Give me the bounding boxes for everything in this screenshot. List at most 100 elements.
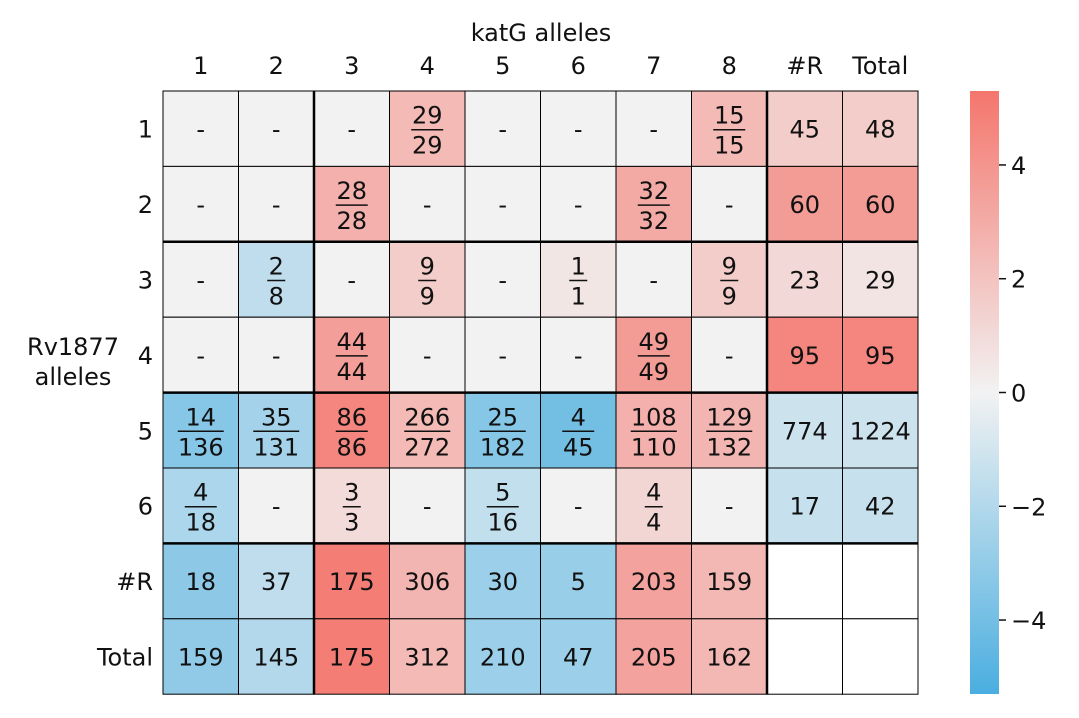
heatmap-cell [162,316,239,394]
fraction-numerator: 4 [571,403,586,431]
fraction-numerator: 2 [269,253,284,281]
fraction-denominator: 86 [336,433,367,461]
cell-value-label: - [574,342,583,370]
cell-value-label: - [423,342,432,370]
cell-value-label: 210 [480,644,526,672]
heatmap-cell [615,618,692,695]
fraction-numerator: 4 [193,479,208,507]
fraction-numerator: 129 [706,403,752,431]
column-label: 3 [344,52,359,80]
fraction-denominator: 28 [336,207,367,235]
colorbar-tick-label: 0 [1011,380,1026,408]
heatmap-cell [162,90,239,167]
heatmap-cell [842,241,919,318]
fraction-denominator: 16 [487,509,518,537]
cell-value-label: 203 [631,568,677,596]
heatmap-cell [766,392,843,469]
heatmap-cell [615,542,692,620]
column-label: #R [786,52,823,80]
heatmap-cell [540,467,617,544]
colorbar-tick-label: −4 [1011,607,1046,635]
heatmap-cell [766,542,843,620]
heatmap-cell [766,316,843,394]
y-axis-title: Rv1877 alleles [27,333,119,391]
heatmap-cell [389,90,466,167]
fraction-denominator: 272 [404,433,450,461]
cell-value-label: 175 [329,568,375,596]
fraction-numerator: 49 [638,328,669,356]
heatmap-cell [238,90,315,167]
heatmap-cell [691,392,768,469]
row-label: 2 [138,191,153,219]
column-label: 2 [269,52,284,80]
fraction-label: 99 [418,253,437,311]
cell-value-label: - [498,191,507,219]
cell-value-label: 47 [563,644,594,672]
heatmap-cell [162,542,239,620]
heatmap-cell [766,165,843,243]
row-label: 5 [138,417,153,445]
cell-value-label: 159 [178,644,224,672]
fraction-numerator: 86 [336,403,367,431]
cell-value-label: 175 [329,644,375,672]
heatmap-cell [842,90,919,167]
heatmap-cell [842,316,919,394]
cell-value-label: 205 [631,644,677,672]
heatmap-cell [389,542,466,620]
cell-value-label: 306 [404,568,450,596]
cell-value-label: - [196,342,205,370]
heatmap-cell [464,316,541,394]
cell-value-label: 23 [789,267,820,295]
heatmap-cell [842,542,919,620]
cell-value-label: 774 [782,417,828,445]
fraction-denominator: 45 [563,433,594,461]
fraction-denominator: 15 [714,132,745,160]
cell-value-label: 29 [865,267,896,295]
cell-value-label: - [574,191,583,219]
column-label: 8 [722,52,737,80]
cell-value-label: 5 [571,568,586,596]
cell-value-label: 145 [253,644,299,672]
cell-value-label: - [725,493,734,521]
heatmap-cell [691,241,768,318]
fraction-numerator: 5 [495,479,510,507]
fraction-denominator: 32 [638,207,669,235]
heatmap-cell [238,165,315,243]
heatmap-cell [464,90,541,167]
fraction-label: 28 [267,253,286,311]
fraction-numerator: 28 [336,177,367,205]
fraction-denominator: 18 [185,509,216,537]
cell-value-label: 95 [865,342,896,370]
cell-value-label: 60 [789,191,820,219]
heatmap-cell [615,241,692,318]
column-tick-labels: 1 2 3 4 5 6 7 8 #R Total [193,52,908,80]
column-label: 7 [646,52,661,80]
cell-value-label: - [347,116,356,144]
cell-value-label: 37 [261,568,292,596]
cell-value-label: - [574,116,583,144]
column-label: 1 [193,52,208,80]
cell-value-label: - [725,342,734,370]
cell-value-label: - [498,267,507,295]
fraction-denominator: 1 [571,283,586,311]
cell-value-label: - [196,116,205,144]
cell-value-label: - [649,116,658,144]
heatmap-cell [389,165,466,243]
cell-value-label: 18 [185,568,216,596]
block-separators [163,91,918,695]
fraction-numerator: 9 [420,253,435,281]
heatmap-cell [162,467,239,544]
cell-value-label: - [498,342,507,370]
heatmap-cell [691,316,768,394]
row-label: 3 [138,267,153,295]
cell-value-label: - [272,116,281,144]
fraction-numerator: 108 [631,403,677,431]
heatmap-cell [540,316,617,394]
